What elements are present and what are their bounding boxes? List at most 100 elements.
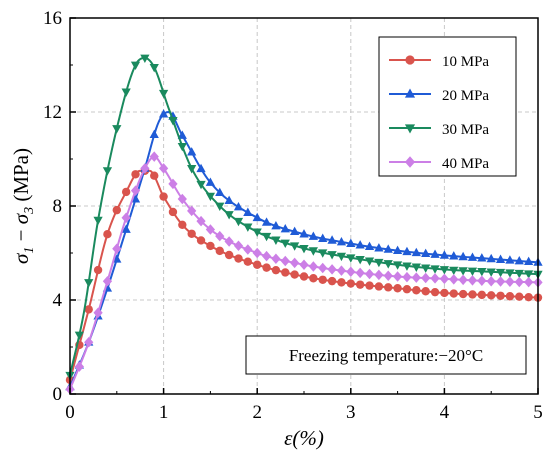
data-point <box>215 246 224 256</box>
data-point <box>290 270 299 279</box>
data-point <box>336 265 347 276</box>
data-point <box>121 88 131 97</box>
data-point <box>196 163 206 173</box>
data-point <box>177 130 187 139</box>
data-point <box>280 255 290 267</box>
data-point <box>150 171 159 180</box>
data-point <box>121 212 131 223</box>
data-point <box>495 268 506 278</box>
data-point <box>515 292 524 301</box>
legend-items: 10 MPa 20 MPa 30 MPa 40 MPa <box>389 54 489 172</box>
y-label-sub1: 1 <box>22 247 37 254</box>
series-4 <box>65 151 543 395</box>
data-point <box>224 250 234 260</box>
data-point <box>168 207 178 217</box>
data-point <box>524 270 534 279</box>
data-point <box>467 275 478 286</box>
data-point <box>290 226 300 236</box>
data-point <box>355 240 365 249</box>
data-point <box>224 236 234 247</box>
data-point <box>233 240 244 252</box>
data-point <box>140 163 150 174</box>
data-point <box>308 261 318 272</box>
annotation-frame <box>245 335 527 375</box>
data-point <box>468 290 477 299</box>
data-point <box>177 143 187 152</box>
legend-marker <box>404 88 416 98</box>
data-point <box>271 253 281 265</box>
data-point <box>243 244 253 255</box>
data-point <box>318 275 327 284</box>
data-point <box>84 305 93 314</box>
data-point <box>486 268 496 277</box>
data-point <box>281 268 290 277</box>
data-point <box>205 177 216 186</box>
data-point <box>364 268 375 280</box>
data-point <box>327 251 337 260</box>
data-point <box>158 163 169 174</box>
data-point <box>271 236 281 245</box>
data-point <box>205 224 216 235</box>
data-point <box>421 287 430 296</box>
data-point <box>430 249 440 258</box>
series-3 <box>65 54 543 381</box>
data-point <box>121 187 131 197</box>
data-point <box>93 216 103 226</box>
y-tick-label-0: 0 <box>53 384 63 405</box>
data-point <box>318 233 328 242</box>
data-point <box>477 253 487 262</box>
y-label-minus: − <box>9 224 33 246</box>
data-point <box>187 229 196 238</box>
data-point <box>374 269 384 281</box>
data-point <box>430 265 440 274</box>
data-point <box>411 263 421 272</box>
data-point <box>130 194 141 203</box>
data-point <box>233 202 244 211</box>
data-point <box>261 217 272 226</box>
series-layer <box>65 54 543 395</box>
data-point <box>196 180 206 190</box>
data-point <box>421 264 431 273</box>
data-point <box>505 255 515 264</box>
annotation-box: Freezing temperature:−20°C <box>245 335 527 375</box>
data-point <box>299 259 309 270</box>
data-point <box>309 274 318 283</box>
legend-label: 20 MPa <box>442 88 489 104</box>
legend-item-4: 40 MPa <box>389 156 489 172</box>
series-2 <box>65 109 543 391</box>
data-point <box>140 54 150 63</box>
data-point <box>149 63 159 73</box>
data-point <box>243 223 253 232</box>
data-point <box>103 230 112 239</box>
data-point <box>337 278 346 287</box>
data-point <box>365 281 374 290</box>
data-point <box>495 254 506 263</box>
data-point <box>252 212 262 222</box>
data-point <box>215 230 225 242</box>
legend-label: 30 MPa <box>442 122 489 138</box>
data-point <box>84 337 94 348</box>
data-point <box>206 241 215 251</box>
data-point <box>449 274 459 285</box>
data-point <box>131 170 140 179</box>
data-point <box>130 61 141 71</box>
data-point <box>402 262 412 271</box>
data-point <box>149 151 159 162</box>
data-point <box>477 290 487 300</box>
data-point <box>158 109 169 118</box>
data-point <box>524 276 534 288</box>
x-tick-label-5: 5 <box>533 402 543 423</box>
x-axis-label: ε(%) <box>284 426 324 450</box>
data-point <box>74 361 84 372</box>
data-point <box>495 276 506 287</box>
data-point <box>467 252 478 261</box>
data-point <box>439 273 450 285</box>
data-point <box>299 244 309 254</box>
data-point <box>318 262 328 274</box>
data-point <box>514 255 524 265</box>
data-point <box>355 255 365 265</box>
data-point <box>130 185 141 196</box>
data-point <box>149 129 159 139</box>
data-point <box>112 254 122 263</box>
